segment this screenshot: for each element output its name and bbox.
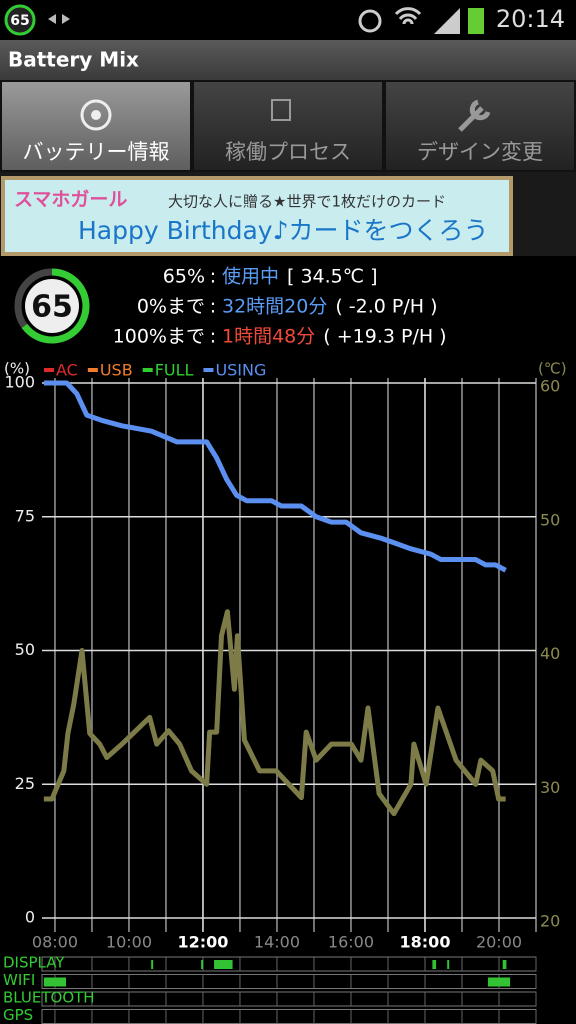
x-tick-label: 08:00: [32, 933, 78, 952]
info-detail: ( -2.0 P/H ): [335, 296, 437, 318]
legend-swatch: [203, 368, 214, 372]
status-bar: [0, 0, 576, 40]
legend-swatch: [87, 368, 98, 372]
ad-brand: スマホガール: [14, 189, 127, 211]
y-tick-label: 25: [15, 774, 35, 793]
legend-swatch: [142, 368, 153, 372]
x-tick-label: 10:00: [106, 933, 152, 952]
y-tick-label: 100: [4, 373, 35, 392]
activity-segment: [502, 960, 507, 969]
info-status: 使用中: [222, 266, 279, 288]
tab[interactable]: [386, 82, 574, 170]
activity-label: BLUETOOTH: [3, 989, 95, 1007]
tab-icon: [91, 110, 101, 120]
data-line: [43, 609, 506, 817]
legend-label: FULL: [155, 361, 194, 380]
activity-segment: [43, 977, 67, 987]
legend-label: AC: [56, 361, 78, 380]
activity-segment: [432, 960, 437, 969]
tab-icon: [271, 99, 291, 121]
y2-tick-label: 60: [540, 377, 560, 396]
app-title: Battery Mix: [8, 48, 139, 72]
tab-icon: [80, 99, 112, 131]
info-label: 0%まで: [137, 296, 205, 318]
x-tick-label: 14:00: [254, 933, 300, 952]
y-tick-label: 75: [15, 506, 35, 525]
badge-ring: [21, 268, 90, 344]
activity-label: GPS: [3, 1006, 33, 1024]
y2-tick-label: 50: [540, 510, 560, 529]
ad-tagline: 大切な人に贈る★世界で1枚だけのカード: [168, 193, 446, 211]
legend-swatch: [44, 368, 54, 372]
activity-segment: [201, 960, 204, 969]
badge-face: [25, 279, 79, 333]
battery-icon: [468, 8, 484, 34]
tab-label: 稼働プロセス: [225, 140, 351, 164]
tab[interactable]: [194, 82, 382, 170]
ad-headline: Happy Birthday♪カードをつくろう: [78, 216, 489, 245]
ad-banner[interactable]: [1, 176, 513, 256]
tab-icon: [458, 99, 491, 132]
activity-label: DISPLAY: [3, 954, 65, 972]
info-detail: ( +19.3 P/H ): [323, 326, 446, 348]
alarm-icon: [358, 9, 382, 33]
status-badge-ring: [4, 4, 36, 36]
tab-label: デザイン変更: [417, 140, 543, 164]
activity-segment: [151, 960, 154, 969]
signal-icon: [434, 8, 460, 34]
x-tick-label: 12:00: [177, 933, 228, 952]
y-tick-label: 0: [25, 908, 35, 927]
y2-axis-label: (℃): [538, 360, 567, 378]
tab[interactable]: [2, 82, 190, 170]
x-tick-label: 16:00: [328, 933, 374, 952]
wifi-icon: [394, 7, 422, 25]
info-separator: :: [210, 326, 216, 348]
activity-segment: [447, 960, 450, 969]
x-tick-label: 18:00: [400, 933, 451, 952]
legend-label: USING: [215, 361, 266, 380]
status-badge: 65: [10, 13, 29, 29]
y2-tick-label: 40: [540, 644, 560, 663]
info-status: 1時間48分: [222, 326, 315, 348]
clock: 20:14: [496, 5, 565, 33]
data-line: [43, 380, 507, 573]
info-status: 32時間20分: [222, 296, 327, 318]
y-axis-label: (%): [4, 360, 30, 378]
y2-tick-label: 30: [540, 778, 560, 797]
x-tick-label: 20:00: [476, 933, 522, 952]
y-tick-label: 50: [15, 640, 35, 659]
info-separator: :: [210, 296, 216, 318]
info-label: 65%: [163, 266, 205, 288]
legend-label: USB: [100, 361, 133, 380]
info-label: 100%まで: [113, 326, 205, 348]
activity-segment: [214, 960, 233, 969]
battery-badge: 65: [31, 290, 73, 325]
title-bar: [0, 40, 576, 80]
tab-label: バッテリー情報: [23, 140, 170, 164]
activity-label: WIFI: [3, 971, 35, 989]
activity-segment: [487, 977, 511, 987]
info-detail: [ 34.5℃ ]: [287, 266, 378, 288]
info-separator: :: [210, 266, 216, 288]
sync-icon: [48, 14, 70, 24]
y2-tick-label: 20: [540, 912, 560, 931]
